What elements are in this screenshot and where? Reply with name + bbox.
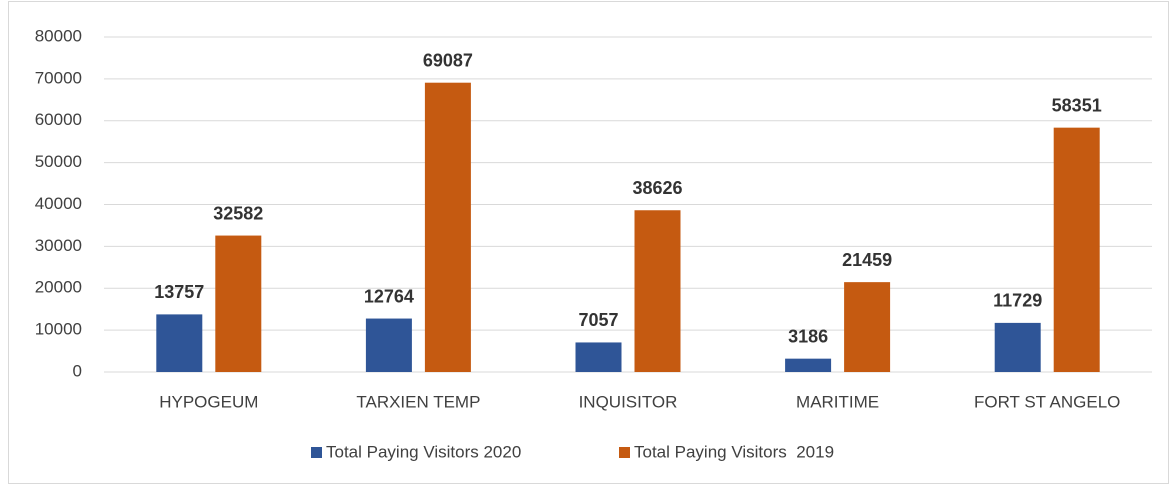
data-label: 11729 [993,291,1042,311]
data-label: 58351 [1052,95,1102,115]
bar [365,318,412,372]
y-tick-label: 50000 [35,152,82,171]
bar [1053,127,1100,373]
y-tick-label: 0 [73,361,82,380]
x-tick-label: INQUISITOR [579,392,678,411]
y-tick-label: 60000 [35,110,82,129]
bar [844,282,891,372]
x-tick-label: FORT ST ANGELO [974,392,1120,411]
chart-border [8,1,1169,484]
x-tick-label: TARXIEN TEMP [356,392,480,411]
legend-swatch [311,447,322,458]
bar [575,342,622,372]
data-label: 69087 [423,50,473,70]
y-tick-label: 80000 [35,26,82,45]
bar [156,314,203,372]
bar [785,358,832,372]
legend-label: Total Paying Visitors 2020 [326,442,521,461]
x-tick-label: MARITIME [796,392,879,411]
data-label: 38626 [632,178,682,198]
legend-swatch [619,447,630,458]
y-tick-label: 40000 [35,194,82,213]
bar [424,82,471,373]
y-tick-label: 30000 [35,236,82,255]
bar [215,235,262,372]
x-tick-label: HYPOGEUM [159,392,258,411]
y-tick-label: 70000 [35,68,82,87]
y-tick-label: 10000 [35,320,82,339]
data-label: 3186 [788,326,828,346]
y-tick-label: 20000 [35,278,82,297]
data-label: 12764 [364,286,414,306]
data-label: 32582 [213,203,263,223]
legend-label: Total Paying Visitors 2019 [634,442,834,461]
data-label: 13757 [154,282,204,302]
data-label: 21459 [842,250,892,270]
bar [634,210,681,372]
data-label: 7057 [578,310,618,330]
bar [994,322,1041,372]
